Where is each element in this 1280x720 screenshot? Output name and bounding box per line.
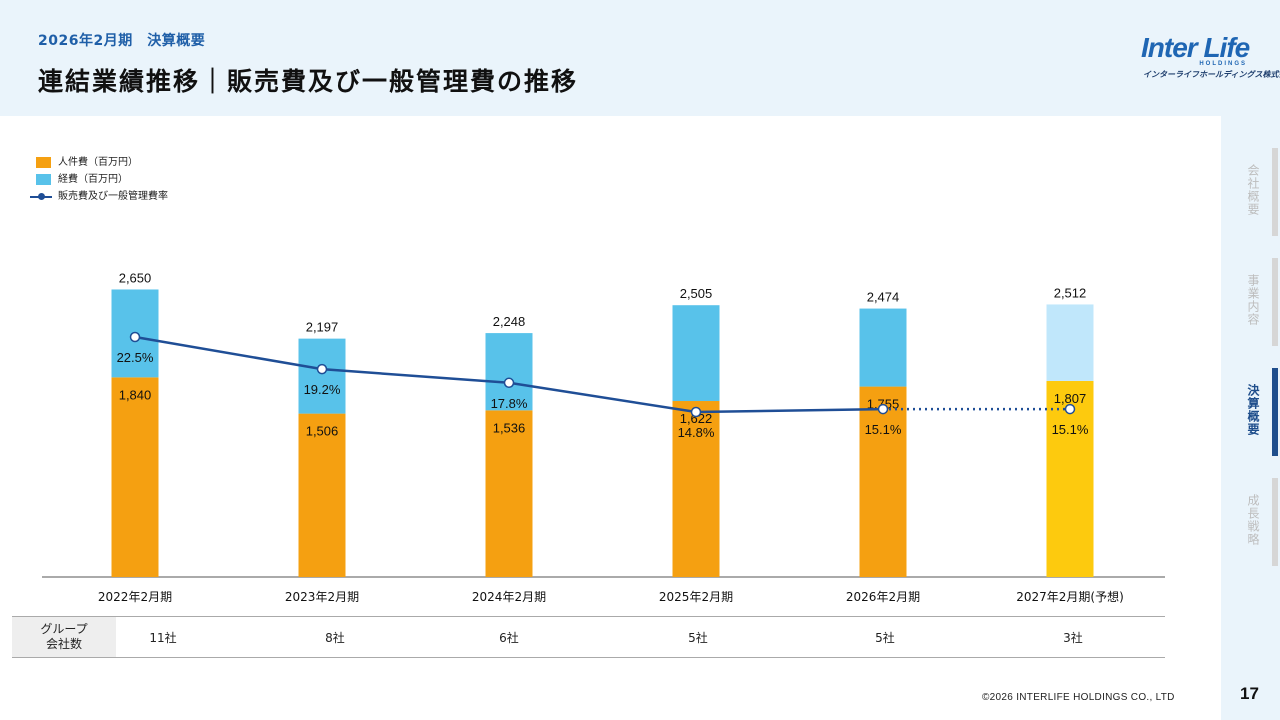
legend-item-personnel: 人件費（百万円） [30, 154, 168, 171]
legend-marker-ratio [38, 193, 45, 200]
ratio-point [316, 363, 328, 375]
ratio-label: 22.5% [117, 350, 154, 365]
nav-item-company-overview[interactable]: 会社概要 [1246, 164, 1260, 216]
ratio-label: 19.2% [304, 382, 341, 397]
bar-expenses [298, 338, 346, 414]
nav-item-growth-strategy[interactable]: 成長戦略 [1246, 494, 1260, 546]
bar-personnel [485, 410, 533, 577]
logo-holdings: HOLDINGS [1199, 61, 1247, 67]
category-label: 2022年2月期 [98, 590, 172, 604]
legend-swatch-personnel [36, 157, 51, 168]
legend-label-ratio: 販売費及び一般管理費率 [58, 191, 168, 202]
total-label: 2,248 [493, 314, 526, 329]
table-row-header-line2: 会社数 [45, 637, 82, 651]
bar-expenses [485, 333, 533, 411]
table-cell: 3社 [1063, 631, 1083, 645]
ratio-point [129, 331, 141, 343]
bar-expenses [1046, 304, 1094, 381]
personnel-label: 1,840 [119, 387, 152, 402]
table-cell: 5社 [688, 631, 708, 645]
category-label: 2025年2月期 [659, 590, 733, 604]
category-label: 2023年2月期 [285, 590, 359, 604]
ratio-point [1064, 403, 1076, 415]
nav-item-financial-summary[interactable]: 決算概要 [1246, 384, 1260, 436]
personnel-label: 1,506 [306, 424, 339, 439]
legend-item-ratio: 販売費及び一般管理費率 [30, 188, 168, 205]
table-cell: 5社 [875, 631, 895, 645]
bar-expenses [672, 305, 720, 402]
table-cell: 8社 [325, 631, 345, 645]
ratio-point [690, 406, 702, 418]
chart-legend: 人件費（百万円） 経費（百万円） 販売費及び一般管理費率 [30, 154, 168, 205]
table-row-header: グループ 会社数 [12, 617, 116, 657]
total-label: 2,505 [680, 286, 713, 301]
section-nav: 会社概要 事業内容 決算概要 成長戦略 [1221, 116, 1280, 720]
section-subtitle: 2026年2月期 決算概要 [38, 33, 206, 49]
personnel-label: 1,807 [1054, 391, 1087, 406]
content-panel [0, 116, 1221, 720]
page-title: 連結業績推移｜販売費及び一般管理費の推移 [38, 67, 579, 96]
bar-personnel [298, 413, 346, 577]
legend-swatch-expenses [36, 174, 51, 185]
bar-personnel [859, 386, 907, 577]
ratio-point [877, 403, 889, 415]
logo-japanese-name: インターライフホールディングス株式会社 [1143, 70, 1280, 79]
personnel-label: 1,622 [680, 411, 713, 426]
logo-wordmark: Inter Life [1141, 32, 1250, 63]
nav-indicator-financial-summary [1272, 368, 1278, 456]
ratio-label: 17.8% [491, 396, 528, 411]
sga-chart: 2,650 1,840 2022年2月期 2,197 1,506 2023年2月期 2,24… [42, 270, 1165, 604]
total-label: 2,474 [867, 290, 900, 305]
copyright: ©2026 INTERLIFE HOLDINGS CO., LTD [982, 692, 1175, 703]
nav-indicator-growth-strategy [1272, 478, 1278, 566]
ratio-label: 15.1% [1052, 422, 1089, 437]
table-cell: 6社 [499, 631, 519, 645]
company-logo: Inter Life HOLDINGS インターライフホールディングス株式会社 [1141, 32, 1280, 90]
table-cell: 11社 [149, 631, 177, 645]
bar-personnel [672, 401, 720, 577]
table-row-header-line1: グループ [40, 622, 88, 636]
slide-header: 2026年2月期 決算概要 連結業績推移｜販売費及び一般管理費の推移 Inter… [0, 0, 1280, 116]
legend-item-expenses: 経費（百万円） [30, 171, 168, 188]
total-label: 2,512 [1054, 285, 1087, 300]
ratio-label: 15.1% [865, 422, 902, 437]
nav-indicator-business [1272, 258, 1278, 346]
page-number: 17 [1240, 684, 1259, 703]
category-label: 2024年2月期 [472, 590, 546, 604]
category-label: 2027年2月期(予想) [1016, 589, 1124, 604]
total-label: 2,197 [306, 320, 339, 335]
ratio-point [503, 377, 515, 389]
legend-label-personnel: 人件費（百万円） [58, 157, 138, 168]
group-companies-table: グループ 会社数 11社 8社 6社 5社 5社 3社 [12, 616, 1165, 658]
nav-indicator-company-overview [1272, 148, 1278, 236]
ratio-label: 14.8% [678, 425, 715, 440]
personnel-label: 1,536 [493, 420, 526, 435]
category-label: 2026年2月期 [846, 590, 920, 604]
total-label: 2,650 [119, 270, 152, 285]
nav-item-business[interactable]: 事業内容 [1246, 274, 1260, 326]
bar-personnel [111, 377, 159, 577]
legend-label-expenses: 経費（百万円） [58, 174, 128, 185]
bar-expenses [859, 308, 907, 387]
